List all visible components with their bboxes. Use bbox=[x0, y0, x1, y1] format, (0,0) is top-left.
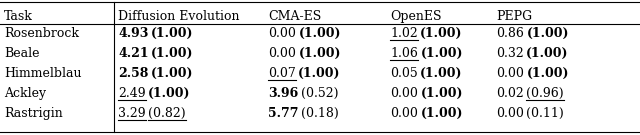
Text: 0.00: 0.00 bbox=[496, 67, 524, 80]
Text: Ackley: Ackley bbox=[4, 87, 46, 100]
Text: 0.07: 0.07 bbox=[268, 67, 296, 80]
Text: 2.49: 2.49 bbox=[118, 87, 146, 100]
Text: Rastrigin: Rastrigin bbox=[4, 107, 63, 120]
Text: 0.00: 0.00 bbox=[268, 27, 296, 40]
Text: PEPG: PEPG bbox=[496, 10, 532, 23]
Text: (1.00): (1.00) bbox=[526, 47, 569, 60]
Text: (0.18): (0.18) bbox=[301, 107, 339, 120]
Text: 0.86: 0.86 bbox=[496, 27, 524, 40]
Text: Himmelblau: Himmelblau bbox=[4, 67, 81, 80]
Text: (1.00): (1.00) bbox=[151, 47, 194, 60]
Text: 0.02: 0.02 bbox=[496, 87, 524, 100]
Text: Rosenbrock: Rosenbrock bbox=[4, 27, 79, 40]
Text: (1.00): (1.00) bbox=[298, 67, 340, 80]
Text: (1.00): (1.00) bbox=[151, 67, 193, 80]
Text: (1.00): (1.00) bbox=[420, 87, 463, 100]
Text: 4.21: 4.21 bbox=[118, 47, 148, 60]
Text: (0.52): (0.52) bbox=[301, 87, 339, 100]
Text: 5.77: 5.77 bbox=[268, 107, 298, 120]
Text: CMA-ES: CMA-ES bbox=[268, 10, 321, 23]
Text: 0.32: 0.32 bbox=[496, 47, 524, 60]
Text: (1.00): (1.00) bbox=[420, 107, 463, 120]
Text: Diffusion Evolution: Diffusion Evolution bbox=[118, 10, 239, 23]
Text: 3.96: 3.96 bbox=[268, 87, 298, 100]
Text: 0.05: 0.05 bbox=[390, 67, 418, 80]
Text: Task: Task bbox=[4, 10, 33, 23]
Text: (1.00): (1.00) bbox=[298, 47, 341, 60]
Text: (1.00): (1.00) bbox=[420, 47, 463, 60]
Text: (1.00): (1.00) bbox=[420, 27, 463, 40]
Text: 0.00: 0.00 bbox=[496, 107, 524, 120]
Text: (1.00): (1.00) bbox=[151, 27, 193, 40]
Text: 3.29: 3.29 bbox=[118, 107, 146, 120]
Text: 1.06: 1.06 bbox=[390, 47, 418, 60]
Text: 0.00: 0.00 bbox=[390, 107, 418, 120]
Text: 4.93: 4.93 bbox=[118, 27, 148, 40]
Text: (1.00): (1.00) bbox=[526, 67, 569, 80]
Text: 2.58: 2.58 bbox=[118, 67, 148, 80]
Text: (1.00): (1.00) bbox=[420, 67, 463, 80]
Text: (1.00): (1.00) bbox=[298, 27, 341, 40]
Text: (1.00): (1.00) bbox=[526, 27, 569, 40]
Text: (0.96): (0.96) bbox=[526, 87, 564, 100]
Text: (0.82): (0.82) bbox=[148, 107, 186, 120]
Text: Beale: Beale bbox=[4, 47, 40, 60]
Text: (0.11): (0.11) bbox=[526, 107, 564, 120]
Text: 1.02: 1.02 bbox=[390, 27, 418, 40]
Text: 0.00: 0.00 bbox=[390, 87, 418, 100]
Text: OpenES: OpenES bbox=[390, 10, 442, 23]
Text: 0.00: 0.00 bbox=[268, 47, 296, 60]
Text: (1.00): (1.00) bbox=[148, 87, 191, 100]
